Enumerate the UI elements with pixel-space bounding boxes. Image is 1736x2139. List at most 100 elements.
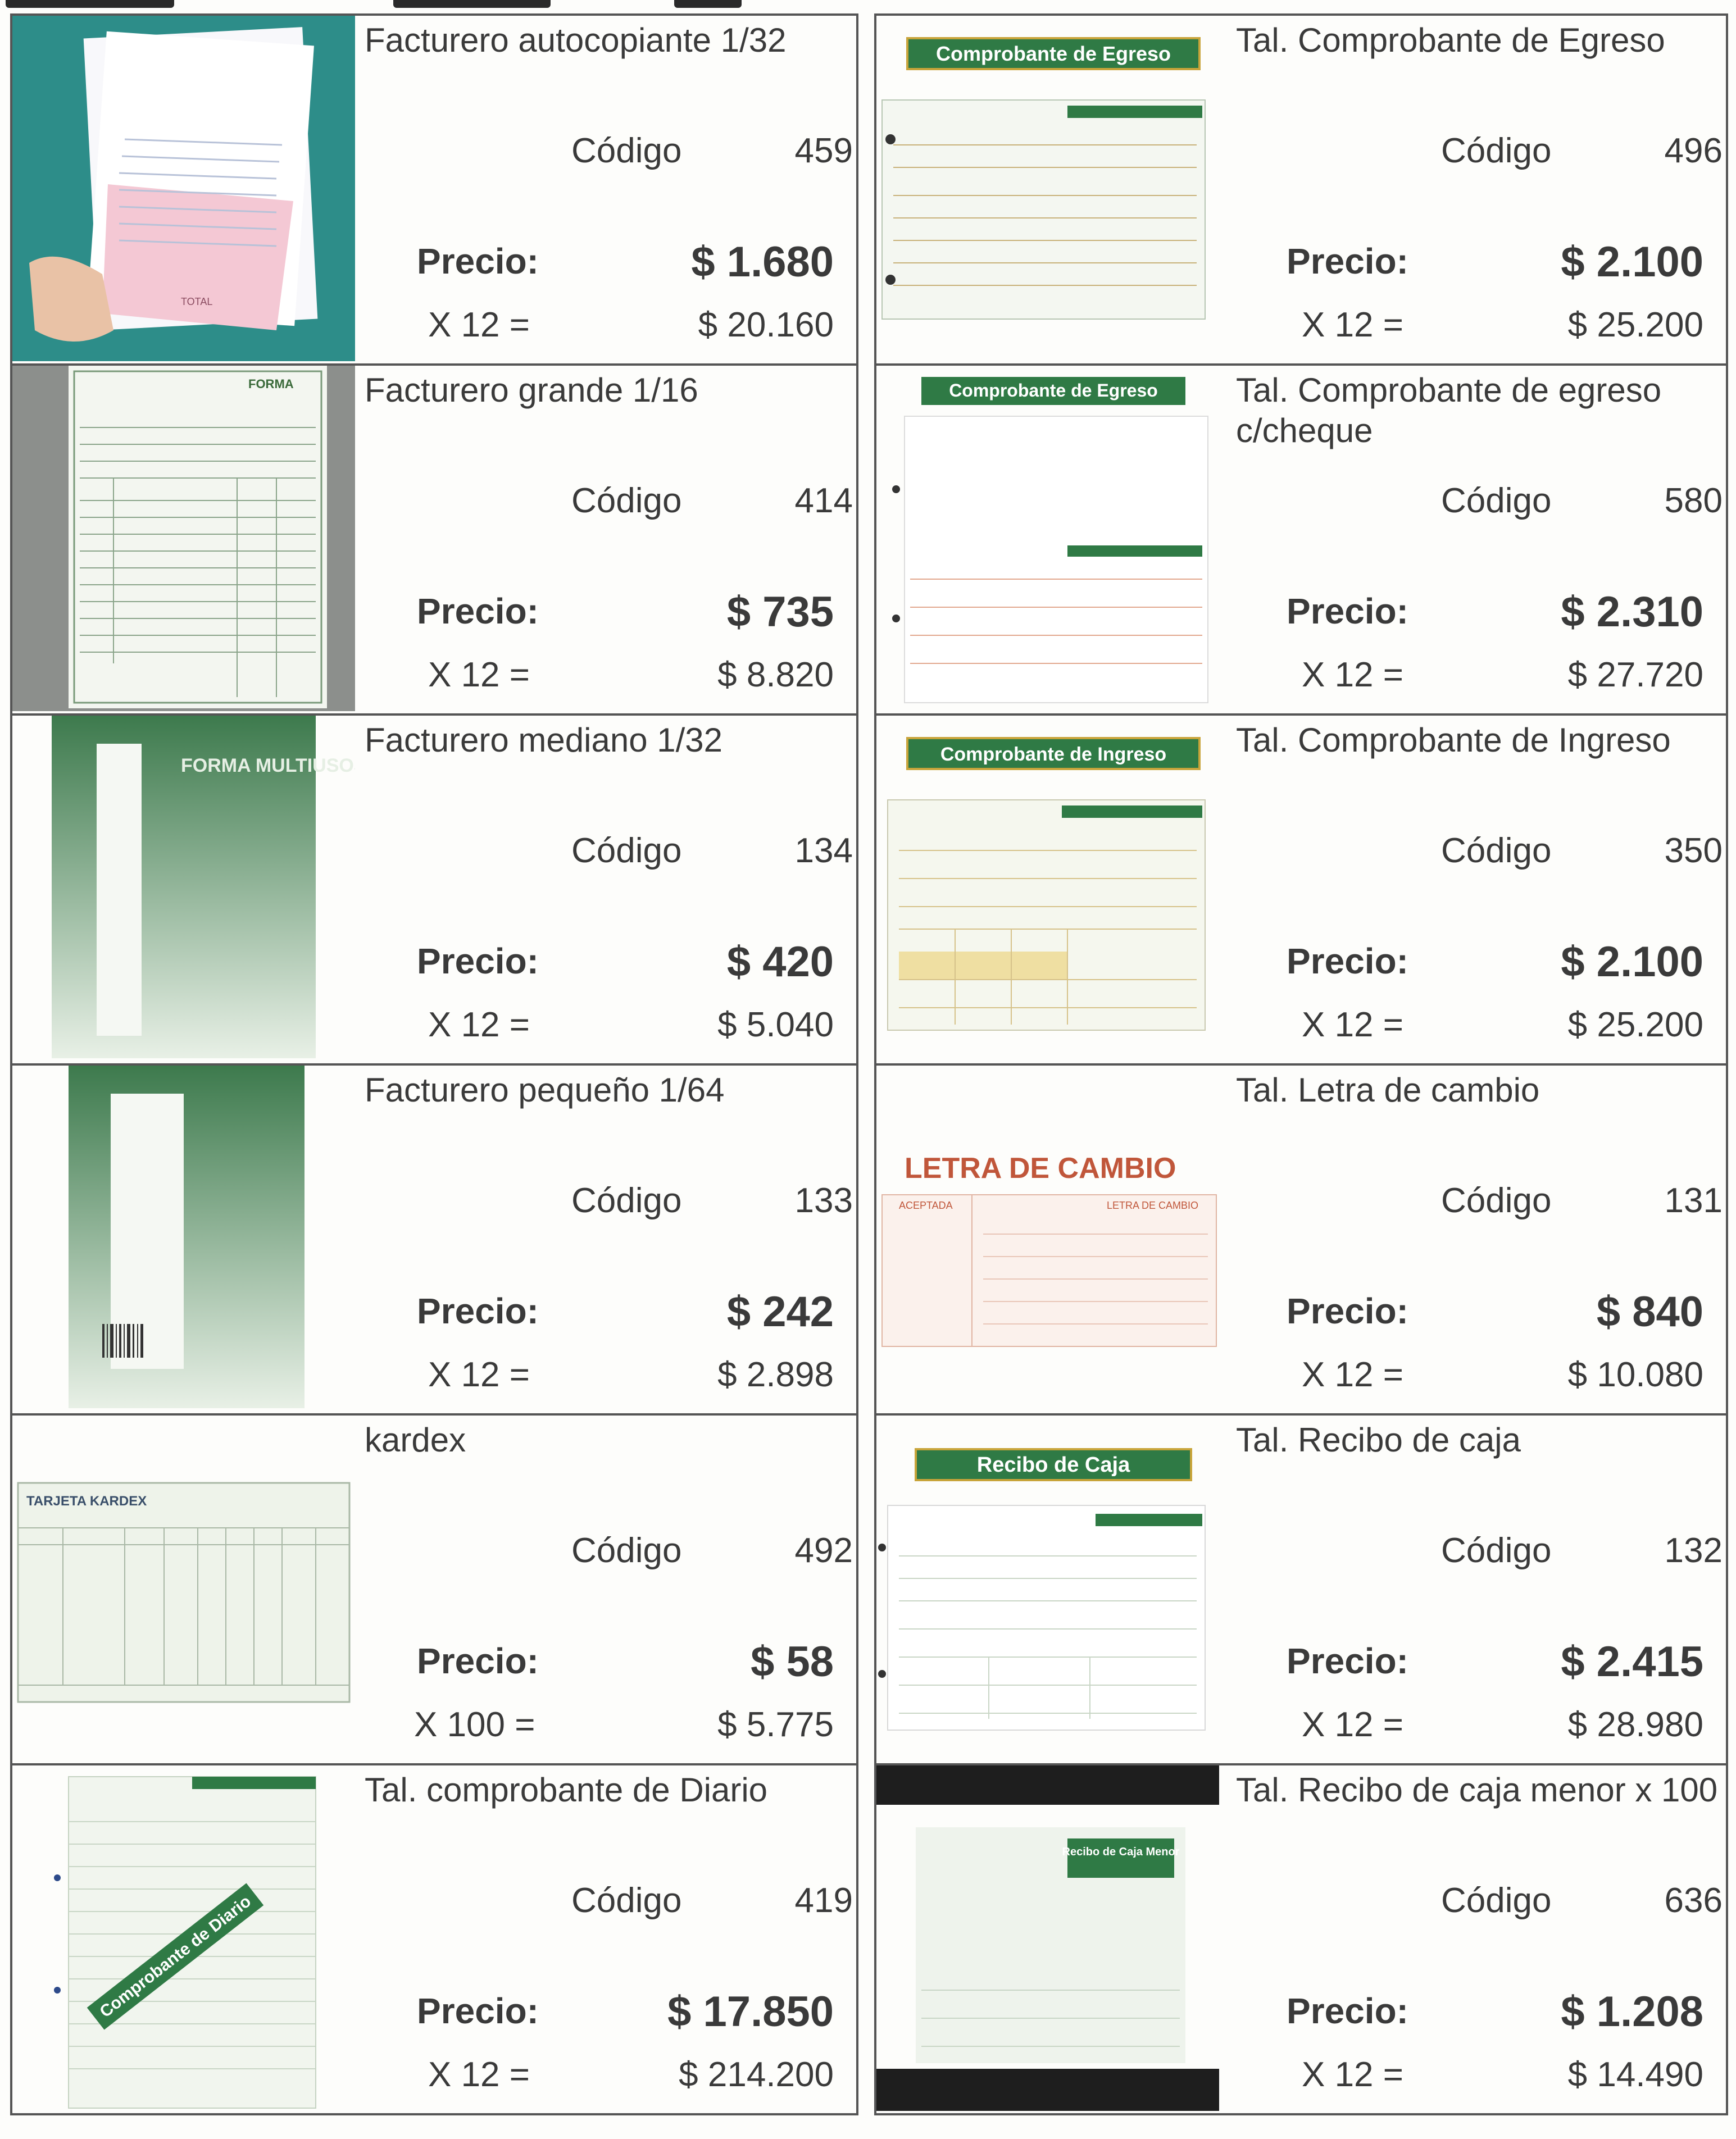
codigo-value: 419 [794, 1881, 853, 1920]
ingreso-banner: Comprobante de Ingreso [940, 744, 1166, 765]
product-cell: TOTAL Facturero autocopiante 1/32 Código… [10, 16, 858, 366]
product-title: Tal. Recibo de caja menor x 100 [1236, 1771, 1718, 1809]
multiplier-total: $ 20.160 [698, 306, 834, 344]
product-photo [12, 1066, 355, 1411]
product-cell: Comprobante de Egreso Tal. Comprobante d… [874, 366, 1728, 716]
product-cell: FORMA [10, 366, 858, 716]
codigo-label: Código [1441, 481, 1552, 520]
multiplier-label: X 12 = [1302, 306, 1403, 344]
product-title: Facturero pequeño 1/64 [365, 1071, 725, 1109]
product-cell: Recibo de Caja Tal. Recibo de caja Códig… [874, 1416, 1728, 1765]
product-title: Tal. Comprobante de Ingreso [1236, 721, 1671, 759]
multiplier-label: X 12 = [1302, 1005, 1403, 1044]
multiplier-label: X 12 = [1302, 656, 1403, 694]
precio-label: Precio: [1287, 1641, 1408, 1681]
multiplier-label: X 12 = [1302, 1705, 1403, 1744]
codigo-value: 636 [1664, 1881, 1723, 1920]
recibo-menor-banner: Recibo de Caja Menor [1062, 1846, 1180, 1858]
product-cell: FORMA MULTIUSOS Facturero mediano 1/32 C… [10, 716, 858, 1066]
multiplier-total: $ 8.820 [717, 656, 834, 694]
codigo-value: 350 [1664, 831, 1723, 870]
codigo-label: Código [571, 1181, 682, 1220]
precio-label: Precio: [1287, 1291, 1408, 1331]
precio-label: Precio: [417, 241, 539, 281]
codigo-label: Código [1441, 1531, 1552, 1570]
product-title: Tal. Comprobante de Egreso [1236, 21, 1665, 59]
codigo-label: Código [571, 1531, 682, 1570]
egreso-banner: Comprobante de Egreso [936, 42, 1171, 65]
codigo-label: Código [571, 831, 682, 870]
codigo-label: Código [1441, 831, 1552, 870]
product-cell: Facturero pequeño 1/64 Código 133 Precio… [10, 1066, 858, 1416]
egreso-cheque-banner: Comprobante de Egreso [949, 380, 1158, 401]
product-cell: Comprobante de Ingreso Tal. Comprobante … [874, 716, 1728, 1066]
product-photo: Comprobante de Egreso [876, 366, 1219, 711]
codigo-label: Código [571, 481, 682, 520]
kardex-header: TARJETA KARDEX [26, 1494, 147, 1509]
product-photo: Comprobante de Ingreso [876, 716, 1219, 1061]
multiplier-total: $ 25.200 [1567, 306, 1703, 344]
multiplier-total: $ 10.080 [1567, 1355, 1703, 1394]
codigo-label: Código [571, 131, 682, 170]
precio-label: Precio: [417, 1291, 539, 1331]
product-title: Tal. Letra de cambio [1236, 1071, 1540, 1109]
codigo-label: Código [1441, 1181, 1552, 1220]
precio-value: $ 1.680 [691, 238, 834, 286]
product-photo: LETRA DE CAMBIO ACEPTADA LETRA DE CAMBIO [876, 1066, 1219, 1411]
codigo-value: 459 [794, 131, 853, 170]
letra-sub-label: LETRA DE CAMBIO [1107, 1200, 1198, 1211]
multiplier-label: X 12 = [1302, 2055, 1403, 2094]
product-photo: TARJETA KARDEX [12, 1416, 355, 1761]
product-cell: LETRA DE CAMBIO ACEPTADA LETRA DE CAMBIO… [874, 1066, 1728, 1416]
multiplier-total: $ 14.490 [1567, 2055, 1703, 2094]
codigo-label: Código [1441, 1881, 1552, 1920]
aceptada-label: ACEPTADA [899, 1200, 953, 1211]
codigo-value: 492 [794, 1531, 853, 1570]
letra-banner: LETRA DE CAMBIO [905, 1152, 1176, 1185]
precio-value: $ 420 [726, 938, 834, 986]
precio-label: Precio: [1287, 941, 1408, 981]
multiplier-label: X 100 = [414, 1705, 535, 1744]
multiplier-total: $ 2.898 [717, 1355, 834, 1394]
product-title: kardex [365, 1421, 466, 1459]
product-photo: FORMA MULTIUSOS [12, 716, 355, 1061]
codigo-value: 131 [1664, 1181, 1723, 1220]
precio-label: Precio: [1287, 241, 1408, 281]
product-photo: TOTAL [12, 16, 355, 361]
multiplier-total: $ 5.775 [717, 1705, 834, 1744]
multiplier-total: $ 5.040 [717, 1005, 834, 1044]
product-cell: Comprobante de Egreso Tal. Comprobante d… [874, 16, 1728, 366]
multiplier-total: $ 27.720 [1567, 656, 1703, 694]
precio-value: $ 17.850 [667, 1988, 834, 2036]
precio-value: $ 242 [726, 1288, 834, 1336]
codigo-value: 580 [1664, 481, 1723, 520]
product-cell: TARJETA KARDEX kardex Código 492 [10, 1416, 858, 1765]
precio-value: $ 735 [726, 588, 834, 636]
multiplier-total: $ 214.200 [679, 2055, 834, 2094]
multiplier-label: X 12 = [1302, 1355, 1403, 1394]
precio-value: $ 840 [1596, 1288, 1703, 1336]
multiplier-label: X 12 = [428, 1005, 530, 1044]
product-title: Tal. Comprobante de egreso c/cheque [1236, 371, 1662, 449]
forma-label: FORMA [248, 377, 294, 391]
multiplier-label: X 12 = [428, 306, 530, 344]
precio-label: Precio: [1287, 1991, 1408, 2031]
precio-value: $ 2.310 [1561, 588, 1703, 636]
recibo-banner: Recibo de Caja [977, 1453, 1130, 1477]
multiplier-label: X 12 = [428, 1355, 530, 1394]
precio-value: $ 2.100 [1561, 238, 1703, 286]
precio-value: $ 58 [751, 1638, 834, 1686]
codigo-label: Código [1441, 131, 1552, 170]
precio-value: $ 2.100 [1561, 938, 1703, 986]
codigo-value: 132 [1664, 1531, 1723, 1570]
multiplier-label: X 12 = [428, 2055, 530, 2094]
multiplier-label: X 12 = [428, 656, 530, 694]
precio-label: Precio: [417, 941, 539, 981]
product-title: Facturero mediano 1/32 [365, 721, 723, 759]
forma-multiusos-label: FORMA MULTIUSOS [181, 755, 355, 776]
product-photo: FORMA [12, 366, 355, 711]
product-photo: Recibo de Caja [876, 1416, 1219, 1761]
product-title: Tal. comprobante de Diario [365, 1771, 768, 1809]
product-photo: Comprobante de Egreso [876, 16, 1219, 361]
product-title: Facturero grande 1/16 [365, 371, 698, 409]
